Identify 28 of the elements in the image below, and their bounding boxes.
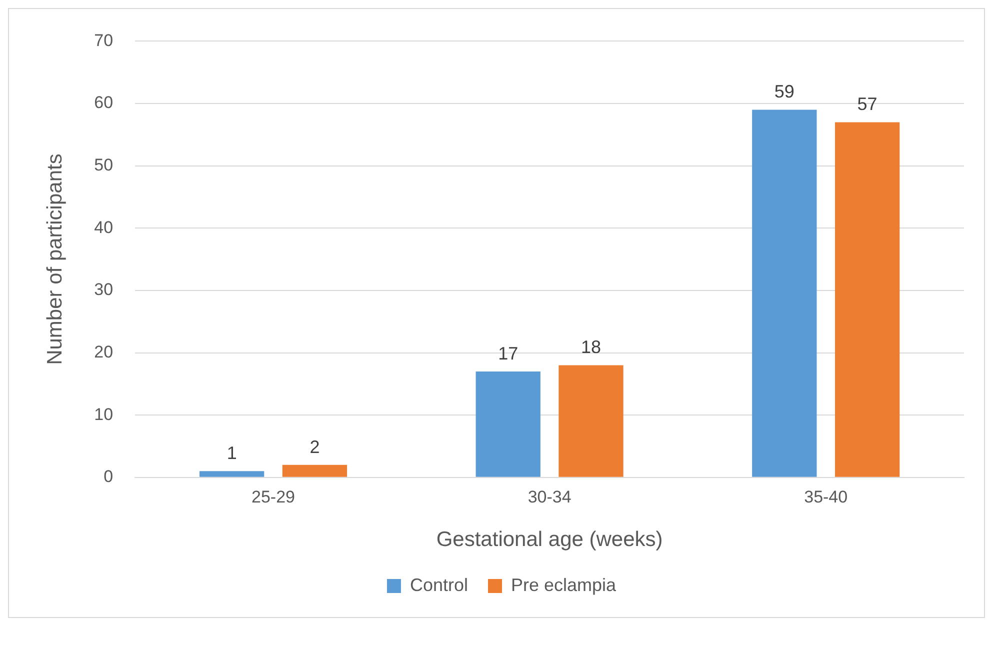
y-tick-label: 60	[94, 93, 114, 112]
y-tick-label: 0	[104, 467, 114, 486]
bar	[476, 371, 540, 477]
data-label: 18	[580, 337, 602, 358]
y-tick-label: 10	[94, 404, 114, 424]
x-tick-label: 25-29	[252, 487, 295, 506]
y-tick-label: 70	[94, 30, 114, 50]
x-tick-label: 30-34	[528, 487, 572, 506]
y-tick-label: 50	[94, 156, 114, 175]
bar	[752, 110, 817, 477]
x-axis-title: Gestational age (weeks)	[436, 528, 663, 552]
y-tick-label: 30	[94, 280, 114, 300]
legend-label: Pre eclampia	[510, 574, 618, 595]
data-label: 59	[774, 82, 794, 102]
bar	[282, 464, 348, 477]
bar	[558, 365, 624, 477]
bar	[199, 471, 264, 477]
y-tick-label: 40	[94, 218, 114, 237]
x-tick-label: 35-40	[804, 487, 848, 506]
y-tick-label: 20	[94, 342, 114, 362]
bar	[834, 122, 900, 477]
data-label: 57	[857, 94, 878, 114]
data-label: 2	[310, 436, 320, 457]
chart-frame: Gestational age (weeks) Number of participants Control Pre eclampia 25-29 30-34 35-40 0 10 20 30 40 50 60 70 1 17 59 2 18 57	[8, 8, 985, 618]
data-label: 17	[498, 343, 518, 364]
data-label: 1	[226, 443, 237, 464]
y-axis-title: Number of participants	[43, 154, 66, 365]
legend-label: Control	[410, 574, 468, 595]
